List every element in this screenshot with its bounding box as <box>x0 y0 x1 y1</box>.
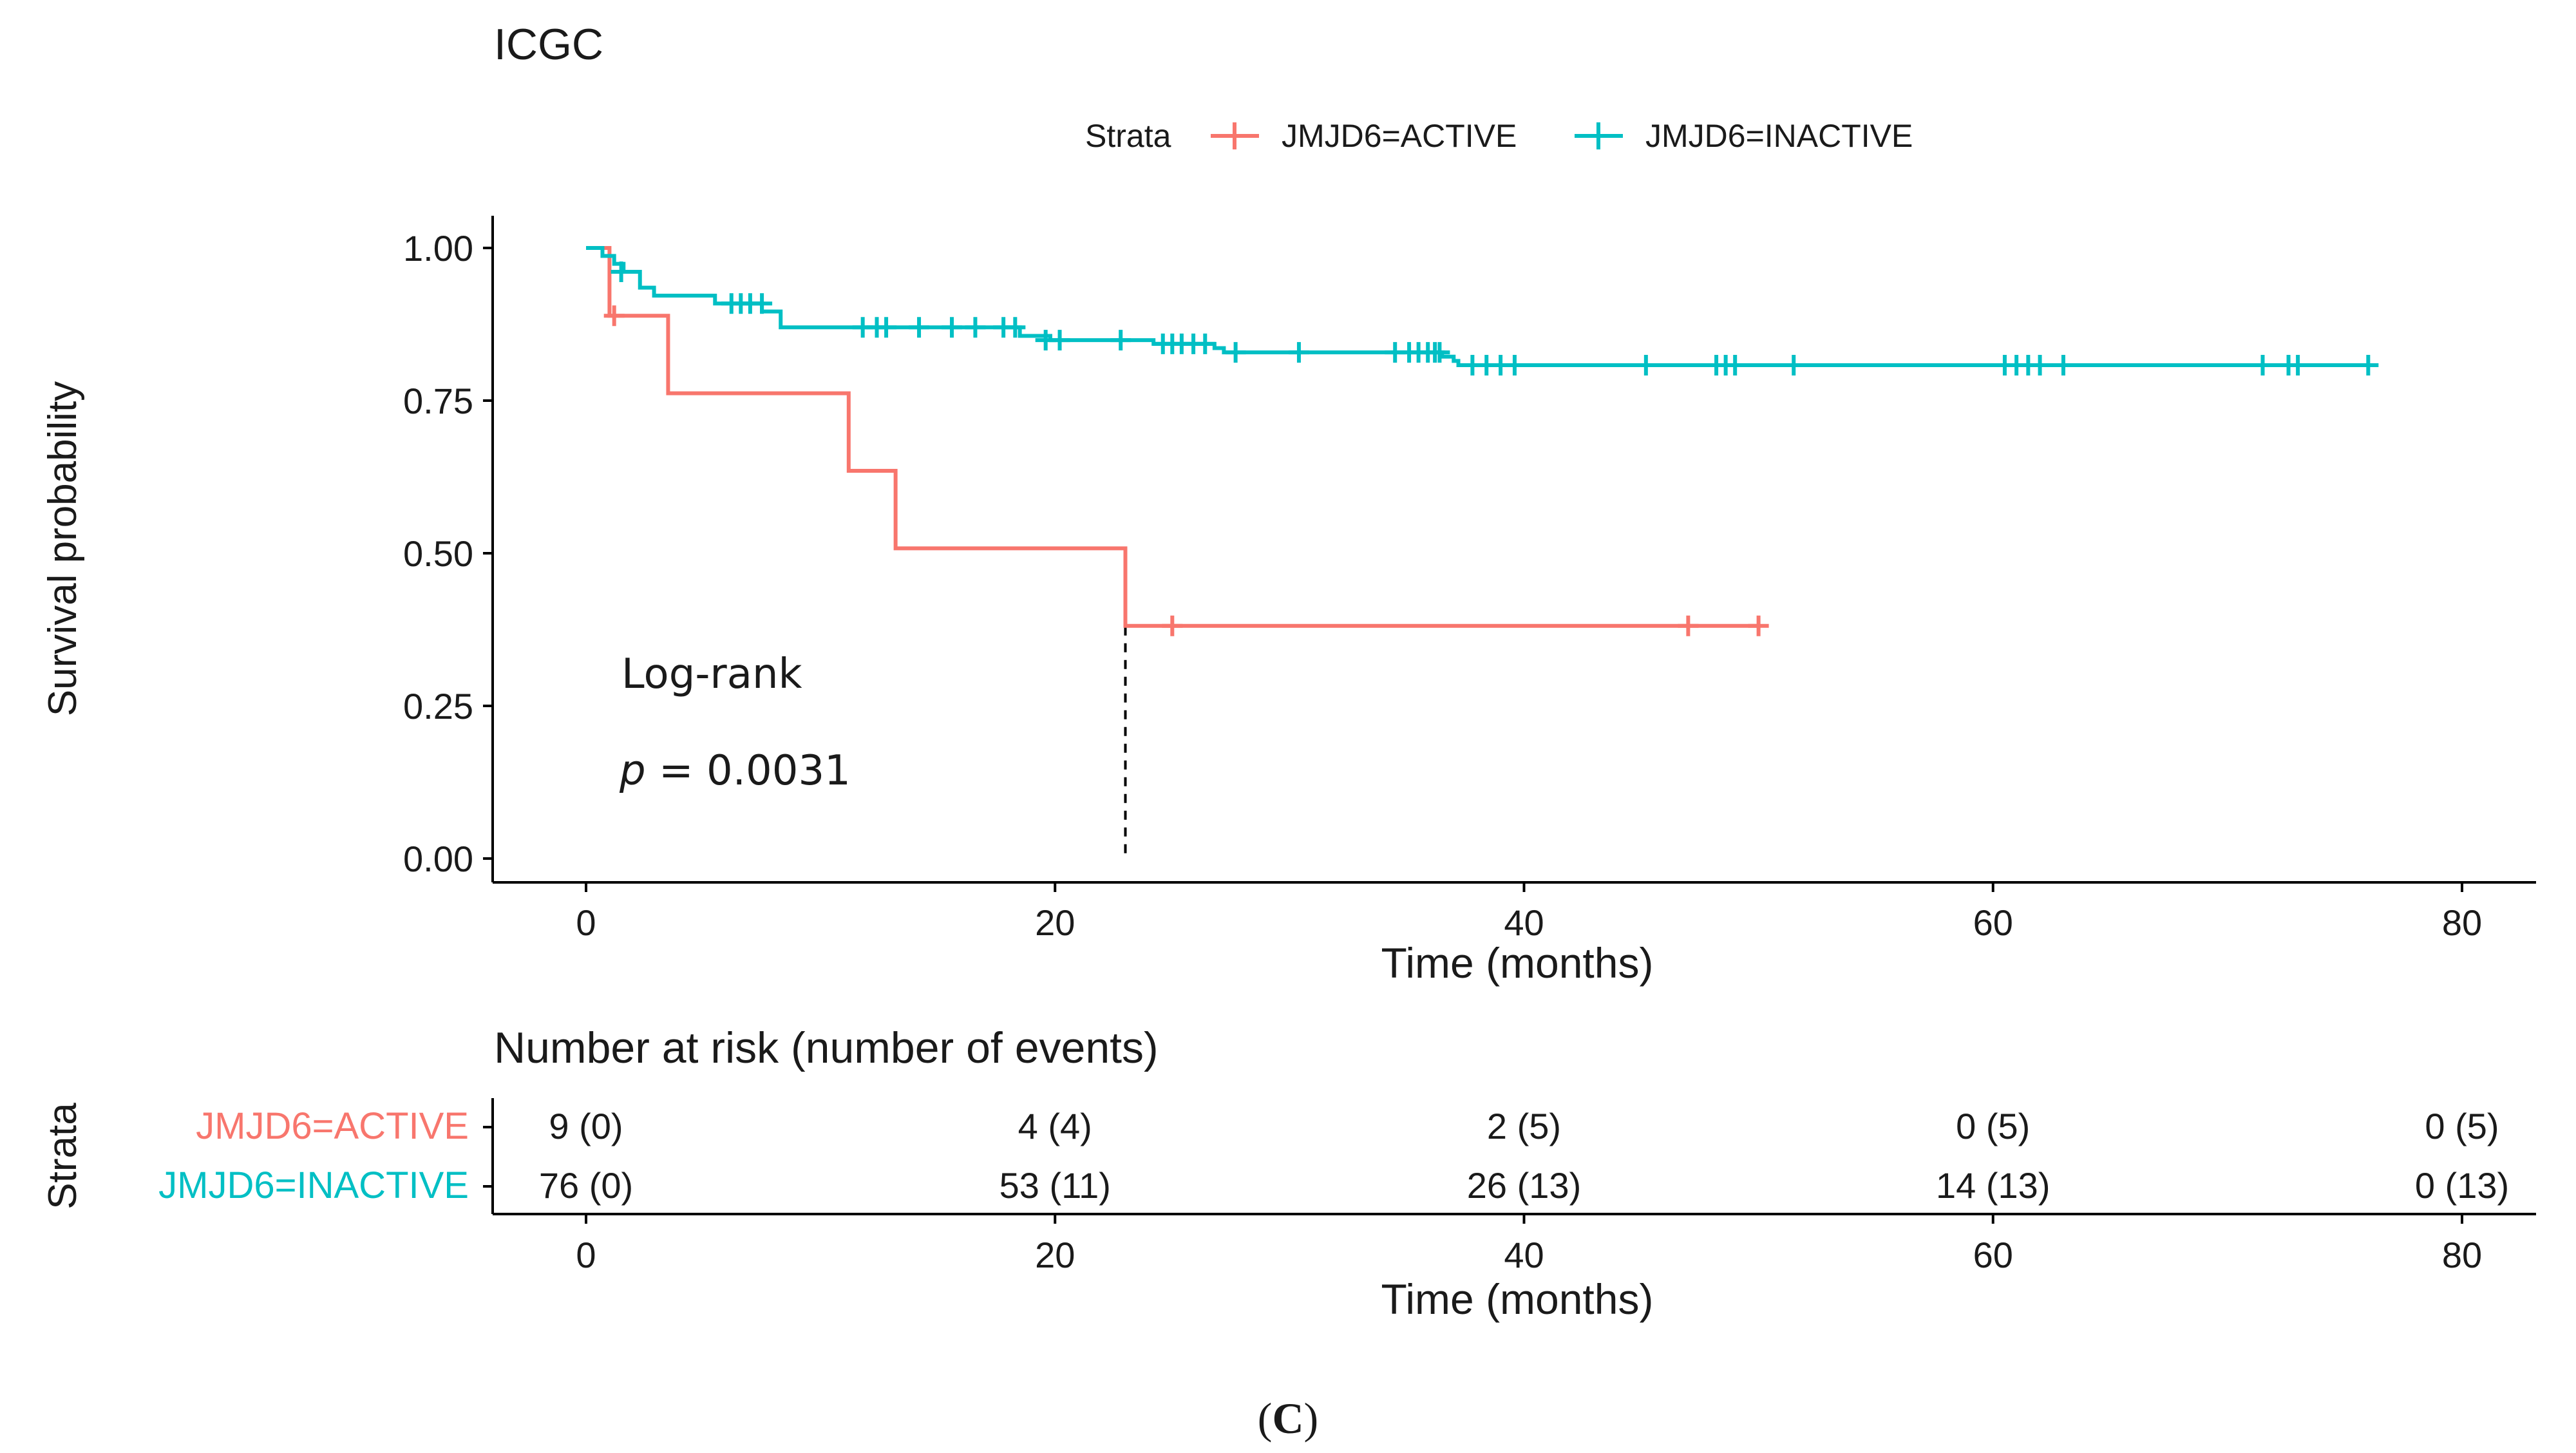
censor-mark <box>1635 355 1656 376</box>
risk-cell: 76 (0) <box>539 1165 633 1206</box>
risk-x-axis-label: Time (months) <box>1381 1275 1654 1323</box>
survival-curve <box>586 246 2369 368</box>
censor-mark <box>611 261 632 282</box>
legend-title: Strata <box>1085 118 1171 154</box>
censor-mark <box>1288 342 1309 363</box>
x-tick-label: 0 <box>576 902 596 943</box>
censor-mark <box>1783 355 1804 376</box>
risk-table-y-title: Strata <box>41 1103 85 1210</box>
censor-mark <box>752 293 773 314</box>
censor-mark <box>2052 355 2074 376</box>
y-tick-label: 1.00 <box>403 228 473 269</box>
censor-mark <box>1162 615 1183 636</box>
censor-mark <box>1748 615 1769 636</box>
legend-label-inactive: JMJD6=INACTIVE <box>1645 118 1913 154</box>
censor-mark <box>909 317 930 338</box>
censor-mark <box>1225 342 1246 363</box>
censor-mark <box>2358 355 2379 376</box>
risk-cell: 2 (5) <box>1487 1106 1561 1146</box>
risk-cell: 0 (13) <box>2415 1165 2509 1206</box>
p-value-text: = 0.0031 <box>646 747 851 795</box>
y-tick-label: 0.75 <box>403 381 473 421</box>
series-active <box>586 246 1769 636</box>
caption-letter: C <box>1272 1394 1303 1443</box>
p-value: p = 0.0031 <box>619 747 851 795</box>
censor-mark <box>942 317 963 338</box>
y-tick-label: 0.00 <box>403 839 473 879</box>
risk-row-label-inactive: JMJD6=INACTIVE <box>158 1164 469 1206</box>
censor-mark <box>1429 342 1450 363</box>
risk-x-tick-label: 40 <box>1504 1235 1544 1275</box>
legend: Strata JMJD6=ACTIVE JMJD6=INACTIVE <box>1085 118 1913 154</box>
censor-mark <box>965 317 986 338</box>
risk-x-tick-label: 60 <box>1973 1235 2013 1275</box>
y-tick-label: 0.50 <box>403 533 473 574</box>
risk-cell: 0 (5) <box>2425 1106 2499 1146</box>
x-tick-label: 60 <box>1973 902 2013 943</box>
censor-mark <box>1195 333 1216 354</box>
legend-label-active: JMJD6=ACTIVE <box>1282 118 1517 154</box>
p-symbol: p <box>619 747 646 795</box>
x-tick-label: 80 <box>2442 902 2482 943</box>
risk-table: Number at risk (number of events) Strata… <box>41 1023 2536 1323</box>
main-plot: 0.00 0.25 0.50 0.75 1.00 0 20 40 60 80 Survival … <box>41 216 2536 987</box>
censor-mark <box>2287 355 2309 376</box>
legend-key-inactive <box>1575 122 1623 149</box>
chart-title: ICGC <box>494 20 603 69</box>
censor-mark <box>1678 615 1699 636</box>
risk-cell: 53 (11) <box>999 1165 1111 1206</box>
series-inactive <box>586 246 2379 376</box>
risk-cell: 0 (5) <box>1956 1106 2030 1146</box>
censor-mark <box>1110 330 1132 351</box>
risk-x-tick-label: 0 <box>576 1235 596 1275</box>
risk-cell: 14 (13) <box>1936 1165 2050 1206</box>
censor-mark <box>876 317 897 338</box>
risk-cell: 26 (13) <box>1467 1165 1581 1206</box>
y-tick-label: 0.25 <box>403 686 473 726</box>
risk-cell: 9 (0) <box>549 1106 623 1146</box>
y-axis-label: Survival probability <box>41 381 85 716</box>
risk-x-tick-label: 20 <box>1035 1235 1075 1275</box>
risk-x-tick-label: 80 <box>2442 1235 2482 1275</box>
censor-mark <box>2029 355 2050 376</box>
legend-key-active <box>1211 122 1259 149</box>
risk-cell: 4 (4) <box>1018 1106 1092 1146</box>
censor-mark <box>2252 355 2273 376</box>
censor-mark <box>1504 355 1525 376</box>
risk-table-title: Number at risk (number of events) <box>494 1023 1159 1072</box>
risk-row-label-active: JMJD6=ACTIVE <box>196 1105 469 1147</box>
x-tick-label: 20 <box>1035 902 1075 943</box>
censor-mark <box>1725 355 1746 376</box>
censor-mark <box>603 305 625 327</box>
censor-mark <box>1049 330 1070 351</box>
figure-caption: (C) <box>1258 1394 1318 1443</box>
survival-curve <box>586 246 1759 628</box>
log-rank-label: Log-rank <box>621 651 802 698</box>
censor-mark <box>1005 317 1026 338</box>
x-axis-label: Time (months) <box>1381 939 1654 987</box>
x-tick-label: 40 <box>1504 902 1544 943</box>
